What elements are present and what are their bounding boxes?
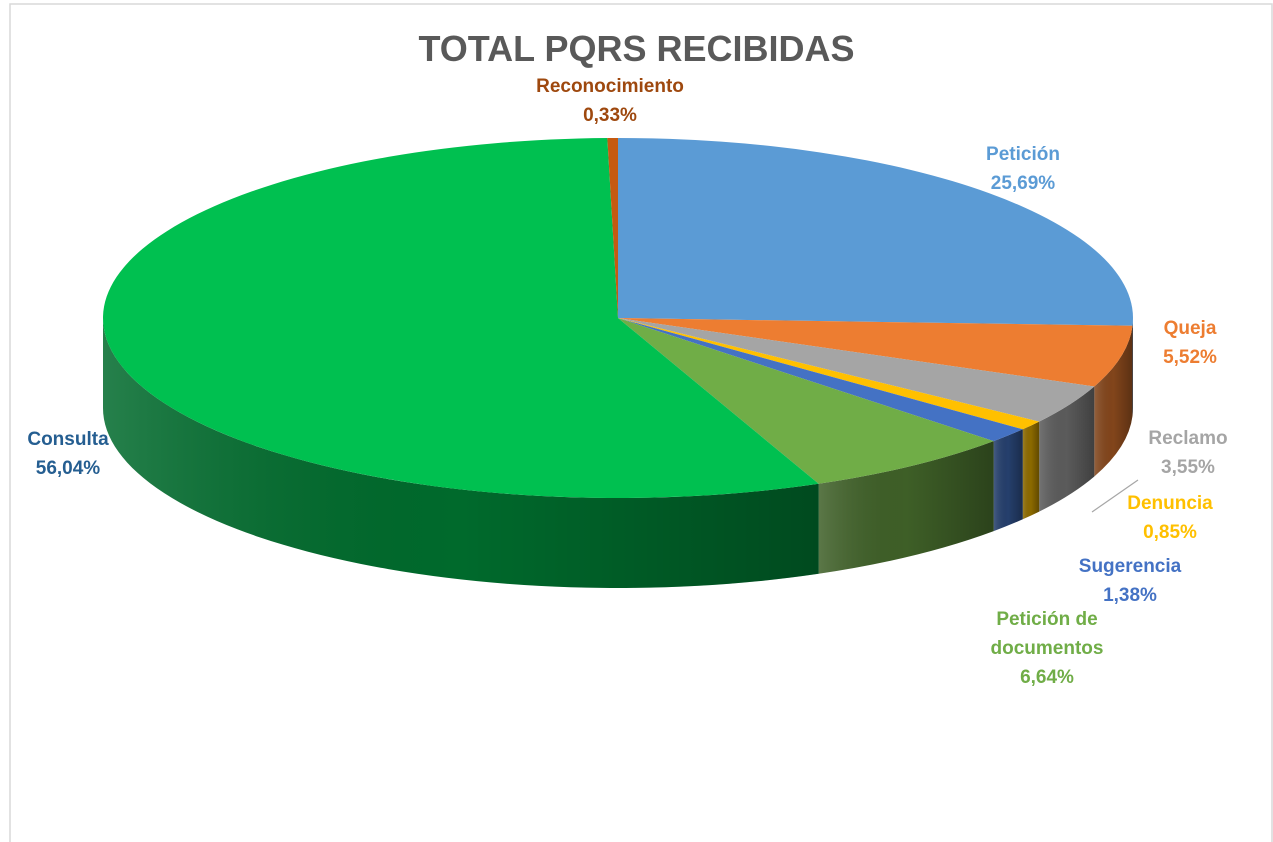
category-label: Reclamo bbox=[1148, 428, 1228, 449]
slice bbox=[103, 138, 819, 499]
value-label: 25,69% bbox=[990, 173, 1056, 194]
value-label: 0,85% bbox=[1143, 522, 1197, 543]
slice-side-shade bbox=[1022, 421, 1040, 520]
value-label: 1,38% bbox=[1103, 585, 1157, 606]
leader-line bbox=[1091, 479, 1139, 513]
value-label: 6,64% bbox=[1020, 667, 1074, 688]
slice bbox=[618, 318, 1133, 387]
slice-side-shade bbox=[103, 318, 819, 588]
data-label: Petición 25,69% bbox=[986, 140, 1060, 198]
category-label: Petición de documentos bbox=[990, 609, 1104, 659]
category-label: Sugerencia bbox=[1078, 556, 1182, 577]
slice bbox=[618, 318, 1095, 422]
data-label: Reconocimiento 0,33% bbox=[536, 72, 684, 130]
category-label: Petición bbox=[986, 144, 1060, 165]
category-label: Reconocimiento bbox=[536, 76, 684, 97]
slice bbox=[607, 138, 618, 318]
data-label: Queja 5,52% bbox=[1163, 314, 1217, 372]
category-label: Queja bbox=[1163, 318, 1217, 339]
data-label: Reclamo 3,55% bbox=[1148, 424, 1227, 482]
slice-side-shade bbox=[993, 429, 1023, 532]
category-label: Denuncia bbox=[1127, 493, 1213, 514]
slice-side-shade bbox=[1039, 386, 1095, 512]
value-label: 3,55% bbox=[1161, 457, 1215, 478]
slice bbox=[618, 318, 994, 484]
slice bbox=[618, 318, 1023, 442]
category-label: Consulta bbox=[27, 429, 109, 450]
data-label: Sugerencia 1,38% bbox=[1079, 552, 1181, 610]
value-label: 56,04% bbox=[35, 458, 101, 479]
slice bbox=[618, 318, 1040, 430]
slice bbox=[618, 138, 1133, 326]
value-label: 0,33% bbox=[583, 105, 637, 126]
data-label: Consulta 56,04% bbox=[27, 425, 108, 483]
slice-side-shade bbox=[818, 441, 994, 574]
chart-frame bbox=[9, 3, 1273, 842]
data-label: Denuncia 0,85% bbox=[1127, 489, 1213, 547]
slice-side-shade bbox=[1094, 325, 1133, 477]
data-label: Petición de documentos 6,64% bbox=[962, 605, 1132, 692]
value-label: 5,52% bbox=[1163, 347, 1217, 368]
chart-title: TOTAL PQRS RECIBIDAS bbox=[418, 28, 855, 69]
